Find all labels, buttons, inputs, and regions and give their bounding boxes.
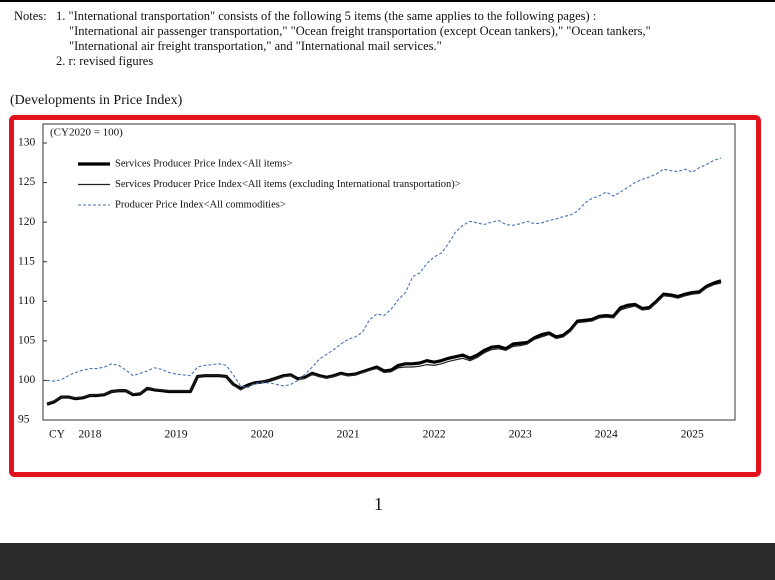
notes-label: Notes: [14,9,47,23]
series-line [46,282,722,404]
note-line: "International air freight transportatio… [69,39,442,53]
x-tick-label: 2021 [337,429,360,441]
x-tick-label: 2024 [595,429,618,441]
plot-frame [42,123,736,421]
x-tick-label: 2019 [165,429,188,441]
page-number: 1 [374,494,383,514]
x-tick-label: 2020 [251,429,274,441]
y-tick-label: 115 [18,255,35,267]
note-line: 1. "International transportation" consis… [56,9,597,23]
y-tick-label: 100 [18,374,36,386]
series-line [46,279,722,406]
viewer-bar [0,543,775,580]
x-tick-label: 2023 [509,429,532,441]
chart: (CY2020 = 100) CY 95 100 105 110 115 120 125 13… [9,115,761,477]
legend-label: Services Producer Price Index<All items … [115,179,461,190]
legend-label: Producer Price Index<All commodities> [115,199,286,210]
y-tick-label: 105 [18,334,36,346]
y-tick-label: 125 [18,176,36,188]
y-tick-label: 95 [18,414,30,426]
note-line: 2. r: revised figures [56,54,154,68]
x-tick-label: 2025 [681,429,704,441]
section-title: (Developments in Price Index) [10,93,183,108]
highlight-box [9,115,761,477]
top-rule [0,0,775,2]
series-line [46,157,722,389]
chart-subtitle: (CY2020 = 100) [50,127,123,139]
legend-label: Services Producer Price Index<All items> [115,158,293,169]
y-tick-label: 110 [18,295,35,307]
note-line: "International air passenger transportat… [69,24,651,38]
y-tick-label: 130 [18,137,36,149]
x-axis-label: CY [49,429,66,441]
x-tick-label: 2022 [423,429,446,441]
x-tick-label: 2018 [79,429,102,441]
y-tick-label: 120 [18,216,36,228]
